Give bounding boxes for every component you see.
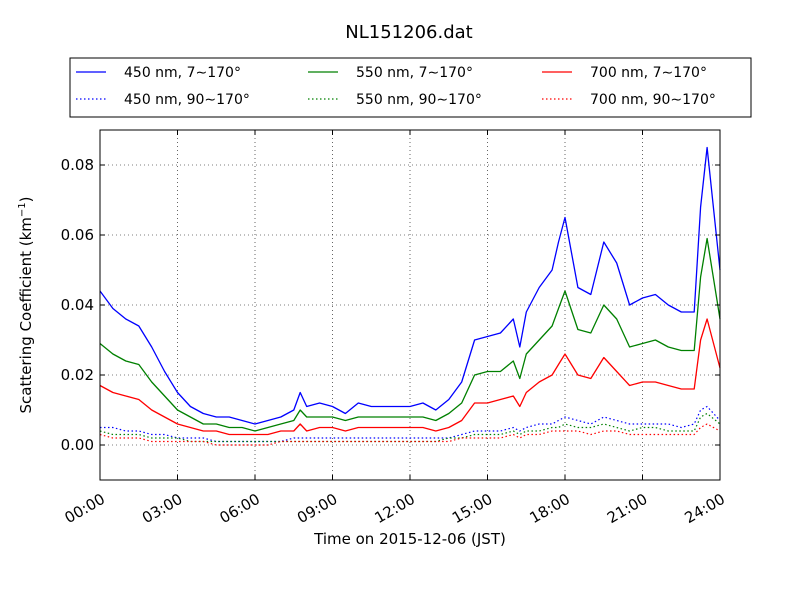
series-line-5 xyxy=(99,423,721,446)
y-axis-label-end: ) xyxy=(17,196,35,202)
legend-label-3: 550 nm, 90∼170° xyxy=(356,92,482,108)
y-tick-label: 0.04 xyxy=(61,296,94,314)
legend-label-4: 700 nm, 7∼170° xyxy=(590,65,707,81)
legend-label-5: 700 nm, 90∼170° xyxy=(590,92,716,108)
legend-frame xyxy=(69,57,752,118)
series-line-1 xyxy=(100,405,721,443)
chart-title: NL151206.dat xyxy=(345,22,472,43)
series-line-0 xyxy=(99,146,721,425)
legend: 450 nm, 7∼170° 450 nm, 90∼170° 550 nm, 7∼1… xyxy=(69,57,752,118)
y-tick-label: 0.06 xyxy=(61,226,94,244)
legend-label-2: 550 nm, 7∼170° xyxy=(356,65,473,81)
y-axis-label-base: Scattering Coefficient (km xyxy=(17,217,35,413)
legend-entries: 450 nm, 7∼170° 450 nm, 90∼170° 550 nm, 7∼1… xyxy=(76,65,716,108)
series-line-4 xyxy=(99,318,721,436)
y-tick-label: 0.02 xyxy=(61,366,94,384)
y-axis-label-sup: −1 xyxy=(17,202,28,217)
y-axis-label: Scattering Coefficient (km−1) xyxy=(17,196,35,413)
series-group xyxy=(99,146,721,446)
series-line-2 xyxy=(99,237,721,432)
y-ticks: 0.00 0.02 0.04 0.06 0.08 xyxy=(61,156,720,454)
grid xyxy=(99,130,721,480)
legend-label-0: 450 nm, 7∼170° xyxy=(124,65,241,81)
legend-label-1: 450 nm, 90∼170° xyxy=(124,92,250,108)
y-tick-label: 0.00 xyxy=(61,436,94,454)
y-tick-label: 0.08 xyxy=(61,156,94,174)
x-axis-label: Time on 2015-12-06 (JST) xyxy=(313,530,506,548)
